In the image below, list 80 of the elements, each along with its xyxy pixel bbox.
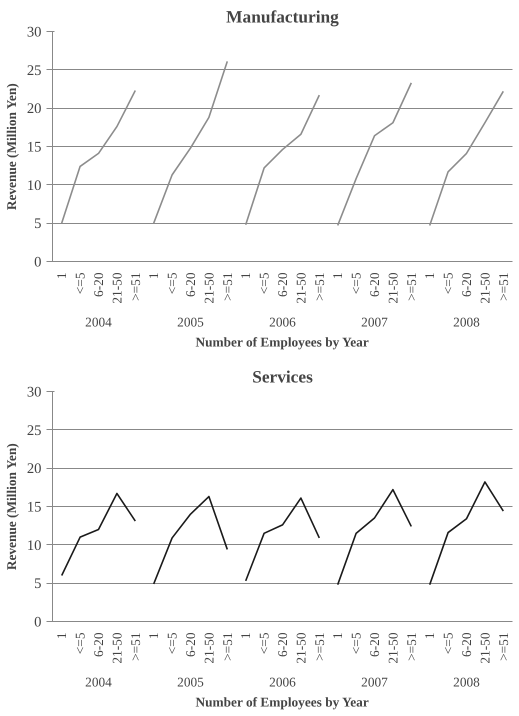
y-tick-label: 0	[34, 614, 42, 630]
x-tick-label: 6-20	[91, 272, 106, 297]
x-tick-label: >=51	[128, 632, 143, 661]
x-tick-label: 6-20	[367, 272, 382, 297]
x-tick-label: <=5	[72, 272, 88, 294]
y-tick-label: 0	[34, 254, 42, 270]
x-tick-label: <=5	[256, 632, 272, 654]
x-tick-label: 21-50	[477, 272, 492, 304]
y-tick-label: 5	[34, 216, 42, 232]
x-tick-label: 1	[238, 272, 254, 280]
text: 2006	[269, 674, 296, 690]
x-tick-label: >=51	[312, 272, 327, 301]
y-tick-label: 20	[26, 101, 42, 118]
y-tick-label: 25	[26, 422, 42, 439]
text: 2006	[269, 314, 296, 330]
y-tick-label: 15	[26, 140, 42, 156]
y-tick-label: 25	[26, 62, 42, 79]
x-tick-label: 1	[422, 632, 438, 640]
x-tick-label: >=51	[128, 272, 143, 301]
text: 2004	[85, 674, 112, 690]
x-tick-label: 1	[146, 272, 162, 280]
x-tick-label: 1	[238, 632, 254, 640]
x-tick-label: >=51	[404, 272, 419, 301]
x-tick-label: >=51	[220, 272, 235, 301]
x-tick-label: 1	[330, 272, 346, 280]
x-tick-label: 21-50	[201, 272, 216, 304]
text: 2005	[177, 314, 204, 330]
x-tick-label: <=5	[164, 272, 180, 294]
x-tick-label: 1	[54, 272, 70, 280]
text: 2004	[85, 314, 112, 330]
chart-title: Manufacturing	[226, 8, 340, 26]
x-tick-label: <=5	[440, 632, 456, 654]
text: 2008	[453, 314, 480, 330]
x-tick-label: 6-20	[183, 632, 198, 657]
x-tick-label: >=51	[220, 632, 235, 661]
x-tick-label: 6-20	[459, 632, 474, 657]
x-tick-label: 21-50	[477, 632, 492, 664]
y-tick-label: 15	[26, 500, 42, 516]
x-tick-label: 21-50	[201, 632, 216, 664]
x-tick-label: <=5	[348, 632, 364, 654]
x-tick-label: <=5	[164, 632, 180, 654]
chart-title: Services	[252, 368, 314, 386]
x-tick-label: <=5	[440, 272, 456, 294]
x-tick-label: 21-50	[385, 632, 400, 664]
x-tick-label: 6-20	[275, 272, 290, 297]
y-tick-label: 20	[26, 461, 42, 478]
x-tick-label: 6-20	[91, 632, 106, 657]
x-tick-label: 21-50	[293, 272, 308, 304]
x-tick-label: 1	[422, 272, 438, 280]
text: 2007	[361, 314, 388, 330]
x-tick-label: <=5	[348, 272, 364, 294]
x-tick-label: >=51	[404, 632, 419, 661]
y-tick-label: 30	[26, 384, 42, 400]
text: 2008	[453, 674, 480, 690]
y-axis-title: Revenue (Million Yen)	[4, 443, 19, 570]
y-axis-title: Revenue (Million Yen)	[4, 83, 19, 210]
x-tick-label: 21-50	[109, 632, 124, 664]
x-tick-label: <=5	[72, 632, 88, 654]
text: 2007	[361, 674, 388, 690]
x-tick-label: 1	[54, 632, 70, 640]
y-tick-label: 10	[26, 178, 42, 194]
x-axis-title: Number of Employees by Year	[196, 694, 369, 710]
x-tick-label: 21-50	[385, 272, 400, 304]
y-tick-label: 10	[26, 538, 42, 554]
x-tick-label: >=51	[496, 272, 511, 301]
x-tick-label: 6-20	[183, 272, 198, 297]
y-tick-label: 30	[26, 24, 42, 40]
x-tick-label: >=51	[496, 632, 511, 661]
x-tick-label: <=5	[256, 272, 272, 294]
y-tick-label: 5	[34, 576, 42, 592]
x-tick-label: >=51	[312, 632, 327, 661]
x-tick-label: 6-20	[459, 272, 474, 297]
x-tick-label: 1	[146, 632, 162, 640]
x-tick-label: 1	[330, 632, 346, 640]
x-tick-label: 6-20	[367, 632, 382, 657]
x-axis-title: Number of Employees by Year	[196, 334, 369, 350]
x-tick-label: 6-20	[275, 632, 290, 657]
x-tick-label: 21-50	[109, 272, 124, 304]
text: 2005	[177, 674, 204, 690]
x-tick-label: 21-50	[293, 632, 308, 664]
